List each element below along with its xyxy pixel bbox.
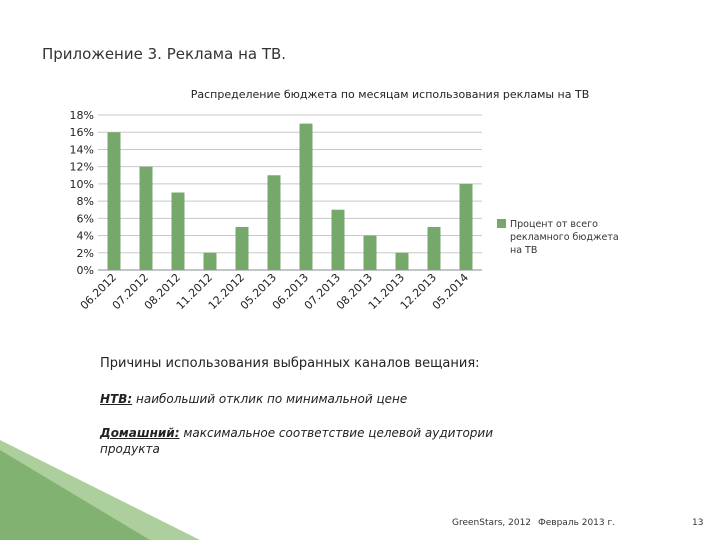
footer-page: 13: [692, 518, 704, 528]
y-tick-label: 2%: [77, 247, 94, 260]
y-tick-label: 0%: [77, 264, 94, 277]
bar: [299, 123, 313, 270]
reasons-title: Причины использования выбранных каналов …: [100, 356, 480, 371]
bar-chart: Распределение бюджета по месяцам использ…: [70, 88, 622, 312]
bar: [139, 166, 153, 270]
y-tick-label: 6%: [77, 212, 94, 225]
bar: [171, 192, 185, 270]
bar: [395, 252, 409, 270]
x-axis-ticks: 06.201207.201208.201211.201212.201205.20…: [78, 271, 471, 312]
bar: [427, 226, 441, 270]
reason-channel: Домашний:: [100, 426, 180, 440]
y-tick-label: 16%: [70, 126, 94, 139]
y-axis-ticks: 0% 2% 4% 6% 8% 10% 12% 14% 16% 18%: [70, 109, 94, 277]
slide-title: Приложение 3. Реклама на ТВ.: [42, 45, 287, 63]
y-tick-label: 12%: [70, 161, 94, 174]
footer-date: Февраль 2013 г.: [538, 518, 616, 528]
y-tick-label: 4%: [77, 230, 94, 243]
legend-swatch: [497, 219, 506, 228]
y-tick-label: 14%: [70, 143, 94, 156]
decorative-corner: [0, 440, 200, 540]
reason-text: максимальное соответствие целевой аудито…: [100, 426, 494, 456]
bar: [459, 183, 473, 270]
y-tick-label: 10%: [70, 178, 94, 191]
bar: [331, 209, 345, 270]
reason-domashniy: Домашний: максимальное соответствие целе…: [100, 425, 520, 457]
bar: [107, 132, 121, 270]
gridlines: [98, 114, 482, 271]
y-tick-label: 8%: [77, 195, 94, 208]
bars: [107, 123, 473, 270]
legend-label: Процент от всего рекламного бюджета на Т…: [510, 219, 622, 256]
bar: [235, 226, 249, 270]
bar: [203, 252, 217, 270]
reason-ntv: НТВ: наибольший отклик по минимальной це…: [100, 391, 520, 407]
reason-text: наибольший отклик по минимальной цене: [136, 392, 408, 406]
bar: [267, 175, 281, 270]
footer-company: GreenStars, 2012: [452, 518, 532, 528]
bar: [363, 235, 377, 270]
reason-channel: НТВ:: [100, 392, 133, 406]
y-tick-label: 18%: [70, 109, 94, 122]
chart-title: Распределение бюджета по месяцам использ…: [191, 88, 590, 101]
